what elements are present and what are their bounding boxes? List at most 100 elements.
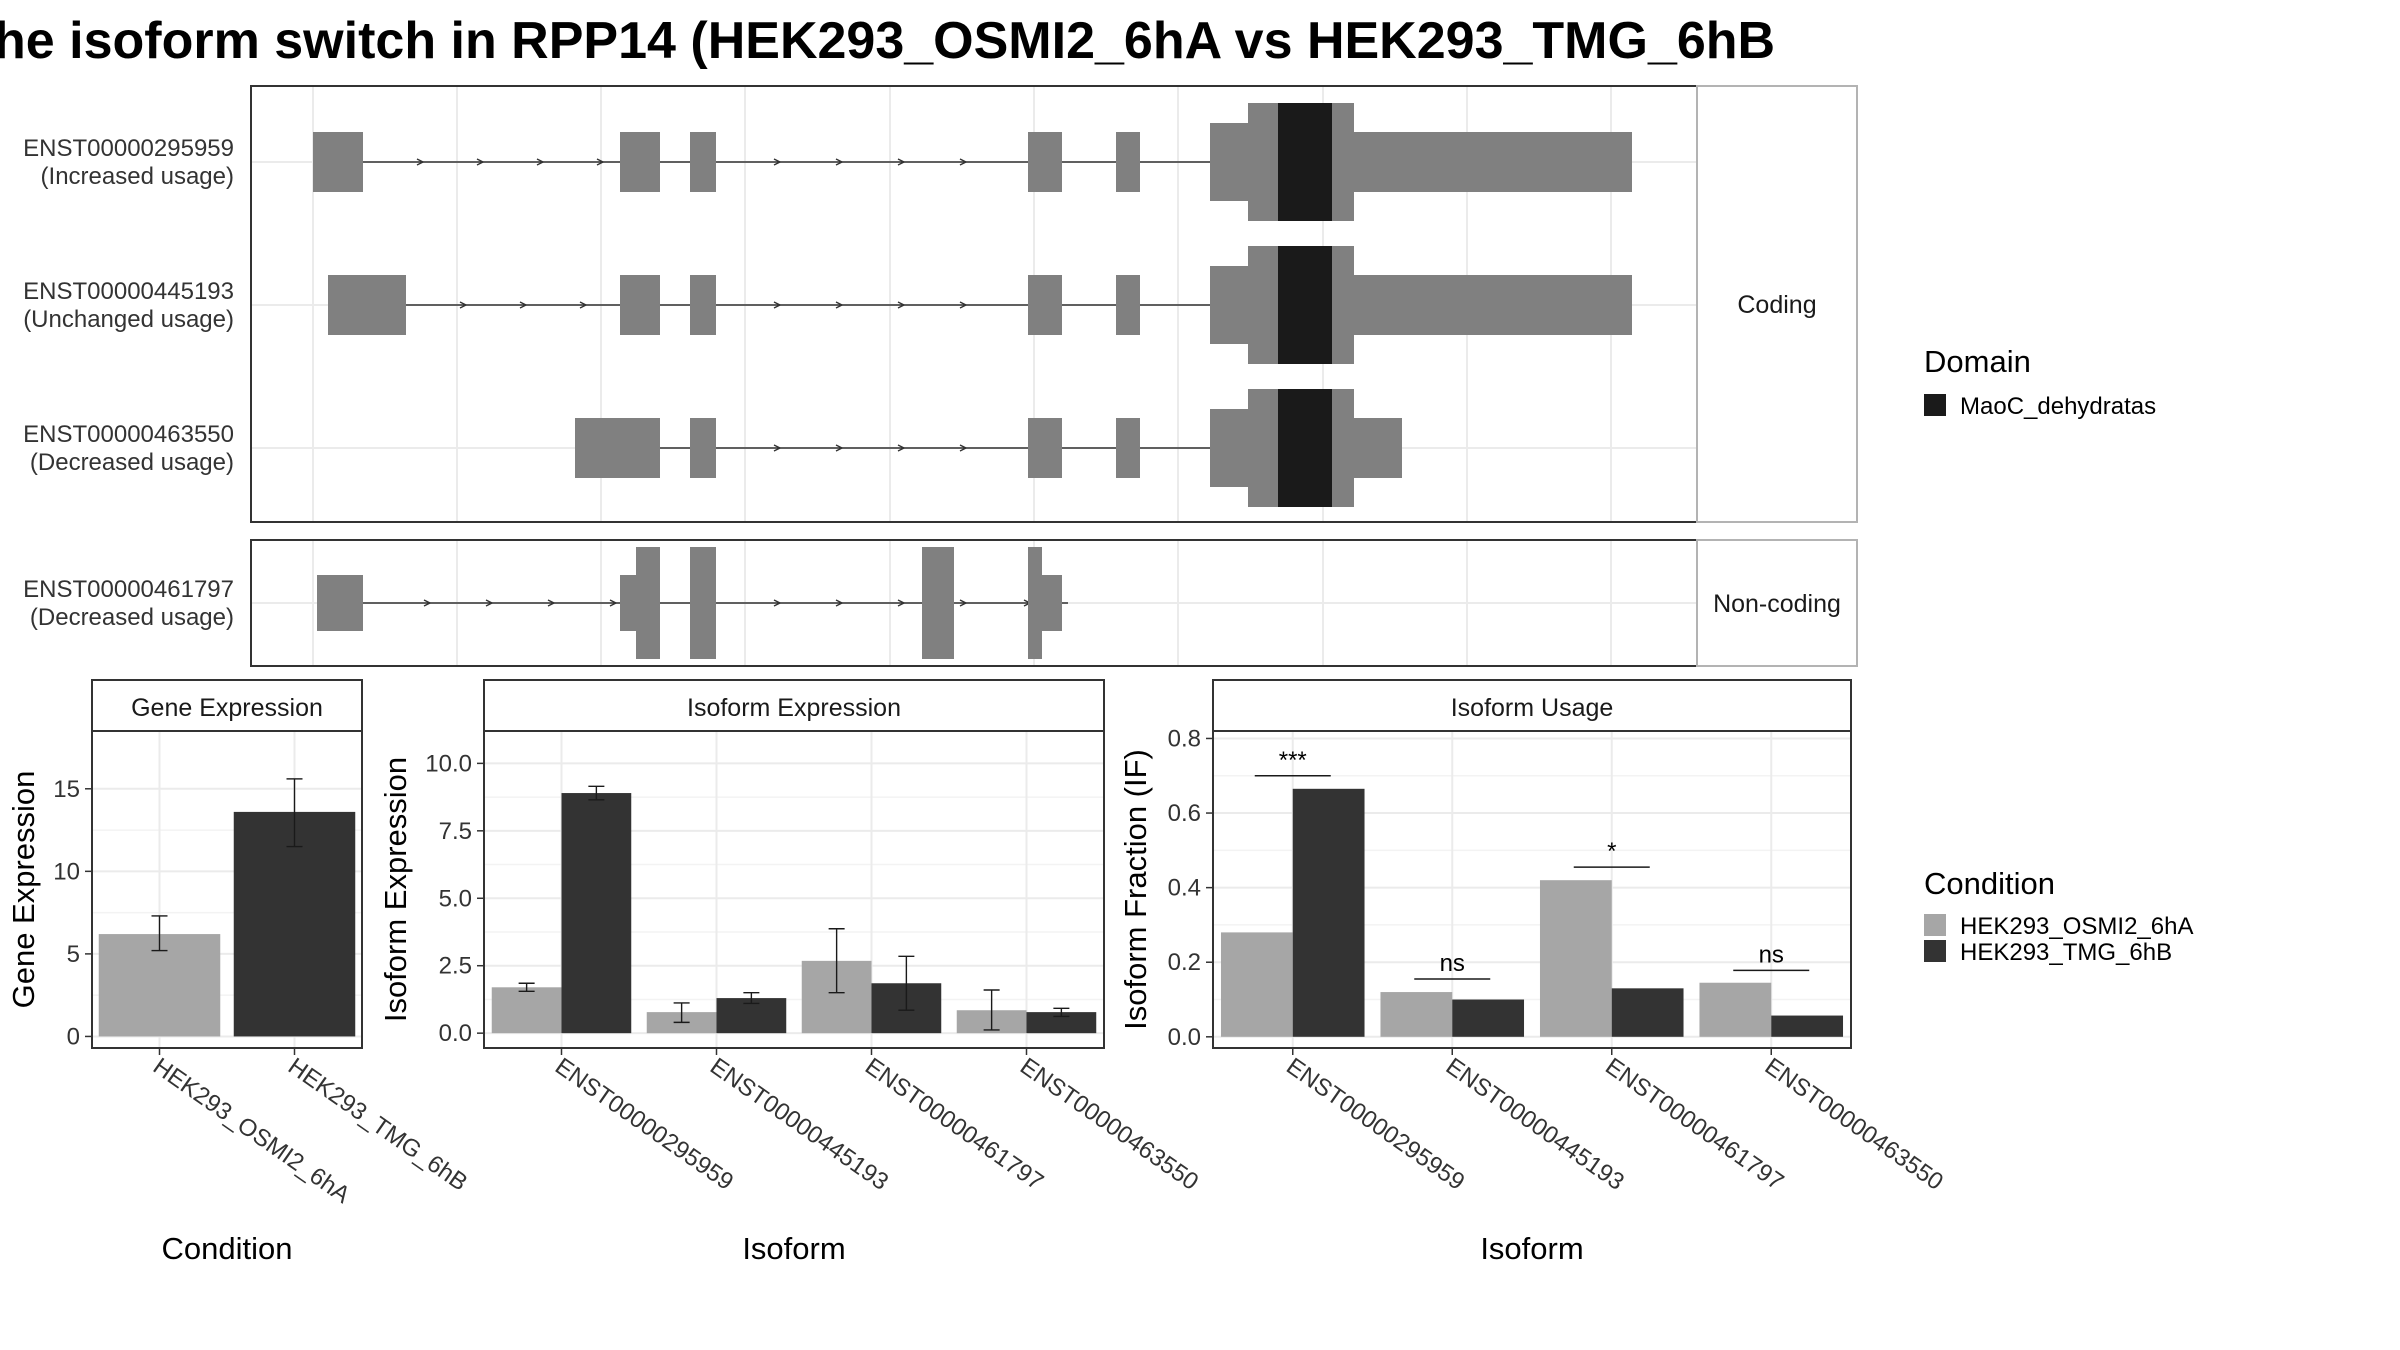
facet-strip-label: Non-coding: [1713, 590, 1841, 618]
exon: [1028, 275, 1062, 335]
exon: [620, 575, 638, 631]
intron-arrow: [897, 599, 906, 607]
x-axis-title: Isoform: [1480, 1231, 1583, 1266]
domain-legend-swatch: [1924, 394, 1946, 416]
facet-strip: [1696, 539, 1858, 667]
intron-arrow: [579, 301, 588, 309]
condition-legend-swatch: [1924, 914, 1946, 936]
exon: [690, 418, 716, 478]
y-tick-label: 0.8: [1168, 725, 1201, 752]
intron-arrow: [959, 599, 968, 607]
y-tick-label: 10.0: [425, 750, 472, 777]
bar-charts: Gene Expression051015HEK293_OSMI2_6hAHEK…: [6, 679, 1948, 1266]
exon-thick: [690, 547, 716, 659]
exon-thick: [1028, 547, 1042, 659]
figure-title: he isoform switch in RPP14 (HEK293_OSMI2…: [0, 12, 1775, 70]
intron-arrow: [596, 158, 605, 166]
bar: [233, 811, 356, 1037]
bar: [1026, 1012, 1097, 1034]
facet-strip-label: Coding: [1737, 291, 1816, 319]
y-tick-label: 0.0: [439, 1020, 472, 1047]
y-axis-title: Isoform Expression: [378, 757, 413, 1022]
exon: [1116, 418, 1140, 478]
exon-thick: [636, 547, 660, 659]
y-tick-label: 15: [53, 776, 80, 803]
transcript-row: ENST00000461797(Decreased usage): [23, 547, 1068, 659]
exon: [1042, 575, 1062, 631]
exon: [575, 418, 660, 478]
intron-arrow: [459, 301, 468, 309]
exon-utr: [1354, 418, 1402, 478]
domain-region: [1278, 246, 1332, 364]
bar: [1771, 1015, 1844, 1037]
intron-arrow: [519, 301, 528, 309]
bar: [1452, 999, 1525, 1037]
intron-arrow: [485, 599, 494, 607]
y-tick-label: 0: [67, 1023, 80, 1050]
exon-cds: [1332, 389, 1354, 507]
chart-2: Isoform Usage0.00.20.40.60.8***ns*nsENST…: [1118, 679, 1948, 1266]
legends: Domain MaoC_dehydratas Condition HEK293_OSM…: [1924, 344, 2193, 966]
significance-label: ns: [1759, 941, 1784, 968]
chart-title: Isoform Usage: [1451, 694, 1614, 722]
exon: [1116, 275, 1140, 335]
intron-arrow: [959, 301, 968, 309]
exon: [1028, 418, 1062, 478]
plot-border: [91, 730, 363, 1049]
y-axis-title: Isoform Fraction (IF): [1118, 749, 1153, 1030]
y-tick-label: 0.0: [1168, 1024, 1201, 1051]
intron-arrow: [536, 158, 545, 166]
transcript-usage-label: (Unchanged usage): [23, 306, 234, 333]
plot-border: [1212, 730, 1852, 1049]
intron-arrow: [773, 599, 782, 607]
plot-border: [483, 730, 1105, 1049]
intron-arrow: [547, 599, 556, 607]
transcript-id-label: ENST00000445193: [23, 278, 234, 305]
y-tick-label: 0.6: [1168, 800, 1201, 827]
transcript-row: ENST00000445193(Unchanged usage): [23, 246, 1632, 364]
x-axis-title: Condition: [162, 1231, 293, 1266]
intron-arrow: [897, 301, 906, 309]
chart-title: Isoform Expression: [687, 694, 901, 722]
bar: [491, 987, 562, 1034]
exon-utr: [1354, 132, 1632, 192]
exon: [620, 132, 660, 192]
exon-cds: [1332, 103, 1354, 221]
transcript-id-label: ENST00000295959: [23, 135, 234, 162]
intron-arrow: [416, 158, 425, 166]
facet-1: Non-coding ENST00000461797(Decreased usag…: [23, 539, 1858, 667]
chart-strip: [1212, 679, 1852, 732]
intron-arrow: [835, 301, 844, 309]
transcript-id-label: ENST00000463550: [23, 421, 234, 448]
intron-arrow: [609, 599, 618, 607]
y-tick-label: 10: [53, 858, 80, 885]
condition-legend-label: HEK293_OSMI2_6hA: [1960, 913, 2193, 940]
exon: [317, 575, 363, 631]
exon: [1116, 132, 1140, 192]
significance-label: ns: [1440, 950, 1465, 977]
bar: [1611, 988, 1684, 1037]
exon: [1028, 132, 1062, 192]
exon: [1210, 409, 1250, 487]
exon: [1210, 123, 1250, 201]
exon-utr: [1354, 275, 1632, 335]
transcript-id-label: ENST00000461797: [23, 576, 234, 603]
y-tick-label: 7.5: [439, 818, 472, 845]
x-axis-title: Isoform: [742, 1231, 845, 1266]
intron-arrow: [835, 444, 844, 452]
bar: [1220, 932, 1293, 1037]
y-tick-label: 0.4: [1168, 875, 1201, 902]
intron-arrow: [773, 301, 782, 309]
transcript-usage-label: (Decreased usage): [30, 449, 234, 476]
exon: [328, 275, 406, 335]
condition-legend-title: Condition: [1924, 866, 2055, 901]
intron-arrow: [835, 599, 844, 607]
exon: [690, 132, 716, 192]
chart-1: Isoform Expression0.02.55.07.510.0ENST00…: [378, 679, 1203, 1266]
chart-strip: [483, 679, 1105, 732]
intron-arrow: [773, 158, 782, 166]
bar: [1699, 982, 1772, 1037]
exon-thick: [922, 547, 954, 659]
